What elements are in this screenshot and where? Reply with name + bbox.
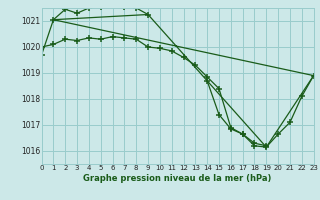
X-axis label: Graphe pression niveau de la mer (hPa): Graphe pression niveau de la mer (hPa) [84, 174, 272, 183]
